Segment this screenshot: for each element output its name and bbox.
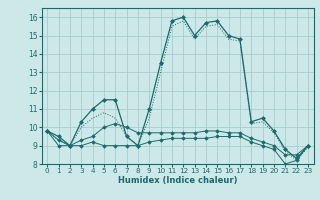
- X-axis label: Humidex (Indice chaleur): Humidex (Indice chaleur): [118, 176, 237, 185]
